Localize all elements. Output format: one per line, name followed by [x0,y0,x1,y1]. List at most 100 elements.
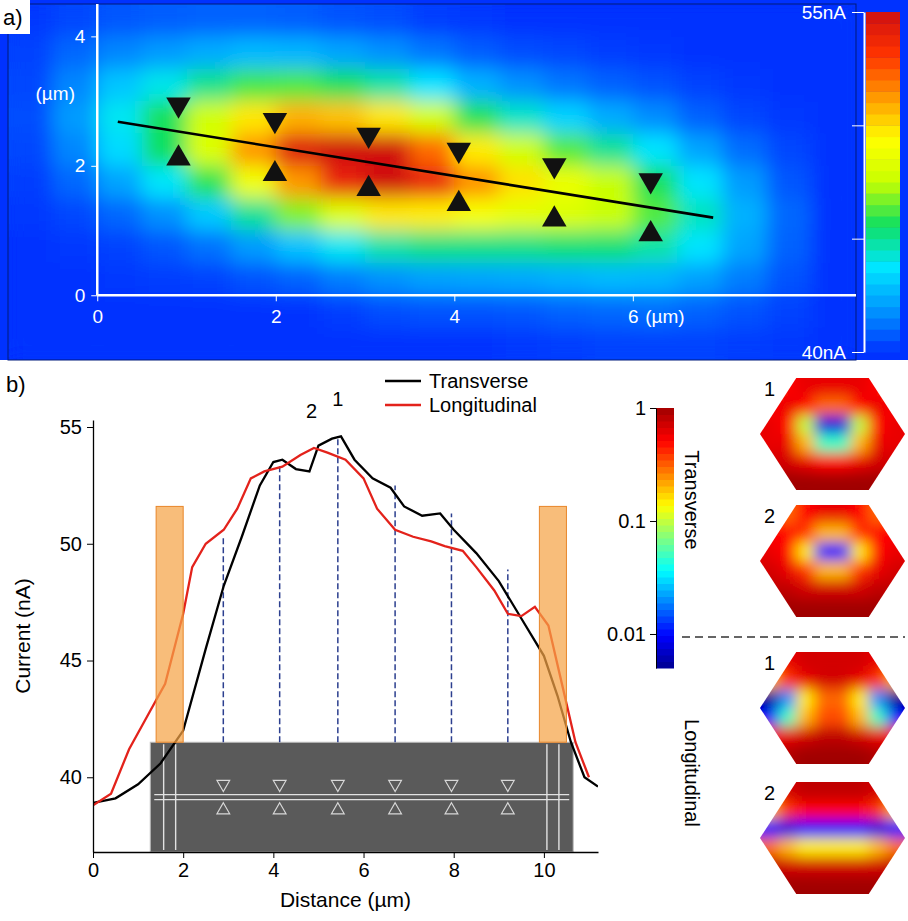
colorbar-step [656,428,674,435]
marker [542,158,567,179]
heatmap-cell [778,708,797,727]
heatmap-cell [796,524,815,543]
colorbar-step [866,182,900,194]
heatmap-cell [677,231,722,264]
heatmap-cell [887,415,906,434]
tick-label: 55nA [802,2,847,23]
legend-swatch [385,404,421,407]
tick-mark [91,295,97,296]
heatmap-cell [142,328,187,360]
heatmap-cell [499,295,544,328]
plot-area [8,4,856,360]
colorbar-step [656,447,674,454]
antenna-guide [223,537,225,742]
sem-antenna [331,780,344,791]
heatmap-cell [887,838,906,857]
heatmap-cell [722,198,767,231]
heatmap-cell [833,453,852,472]
heatmap-cell [722,166,767,199]
heatmap-cell [887,397,906,416]
heatmap-cell [833,598,852,617]
heatmap-cell [796,801,815,820]
heatmap-cell [633,69,678,102]
heatmap-cell [454,328,499,360]
heatmap-cell [814,857,833,876]
heatmap-cell [869,801,888,820]
heatmap-cell [760,598,779,617]
heatmap-cell [142,198,187,231]
antenna-guide [337,436,339,742]
heatmap-cell [410,328,455,360]
colorbar-step [656,454,674,461]
heatmap-cell [633,328,678,360]
heatmap-cell [796,415,815,434]
heatmap-cell [851,819,870,838]
colorbar-step [866,57,900,69]
heatmap-cell [869,875,888,894]
heatmap [760,652,906,765]
colorbar-step [656,545,674,552]
heatmap-cell [142,166,187,199]
heatmap-cell [633,166,678,199]
colorbar-step [656,571,674,578]
heatmap-cell [677,133,722,166]
colorbar-step [656,467,674,474]
marker [356,175,381,196]
mode-label: 1 [764,652,775,674]
heatmap-cell [722,69,767,102]
heatmap-cell [814,542,833,561]
tick-mark [87,661,93,662]
heatmap-cell [231,198,276,231]
colorbar-step [656,499,674,506]
heatmap-cell [588,328,633,360]
tick-mark [87,544,93,545]
heatmap-cell [851,801,870,820]
heatmap-cell [851,524,870,543]
axis-line [94,852,599,853]
heatmap-cell [778,838,797,857]
heatmap-cell [410,231,455,264]
colorbar-step [656,623,674,630]
tick-label: 1 [635,397,646,419]
heatmap-cell [814,453,833,472]
series-line [93,448,589,805]
tick-mark [852,239,864,240]
heatmap-cell [796,875,815,894]
heatmap-cell [410,198,455,231]
heatmap-cell [760,819,779,838]
colorbar-step [866,239,900,251]
colorbar-step [866,114,900,126]
tick-label: 4 [450,306,461,327]
sem-electrode [175,744,176,850]
tick-mark [87,777,93,778]
heatmap-cell [588,231,633,264]
heatmap-cell [814,727,833,746]
tick: 1 [635,397,656,419]
tick [852,125,864,126]
heatmap-cell [187,263,232,296]
tick: 55nA [802,2,864,23]
heatmap-cell [869,378,888,397]
heatmap-cell [53,328,98,360]
heatmap-cell [887,875,906,894]
heatmap-cell [767,263,812,296]
tick: 0.1 [618,510,656,532]
heatmap-cell [454,101,499,134]
axis-title: (µm) [645,306,684,327]
heatmap-cell [851,378,870,397]
heatmap-cell [410,69,455,102]
heatmap-cell [97,295,142,328]
heatmap-cell [833,397,852,416]
colorbar-step [656,441,674,448]
heatmap-cell [677,166,722,199]
heatmap-cell [410,36,455,69]
legend-label: Transverse [429,370,528,392]
mode-profile [760,652,906,765]
axis: 40455055 [60,416,94,853]
heatmap-cell [677,263,722,296]
wire-line [118,122,713,218]
heatmap-cell [365,4,410,37]
heatmap-cell [833,378,852,397]
heatmap-cell [778,505,797,524]
colorbar-step [656,597,674,604]
